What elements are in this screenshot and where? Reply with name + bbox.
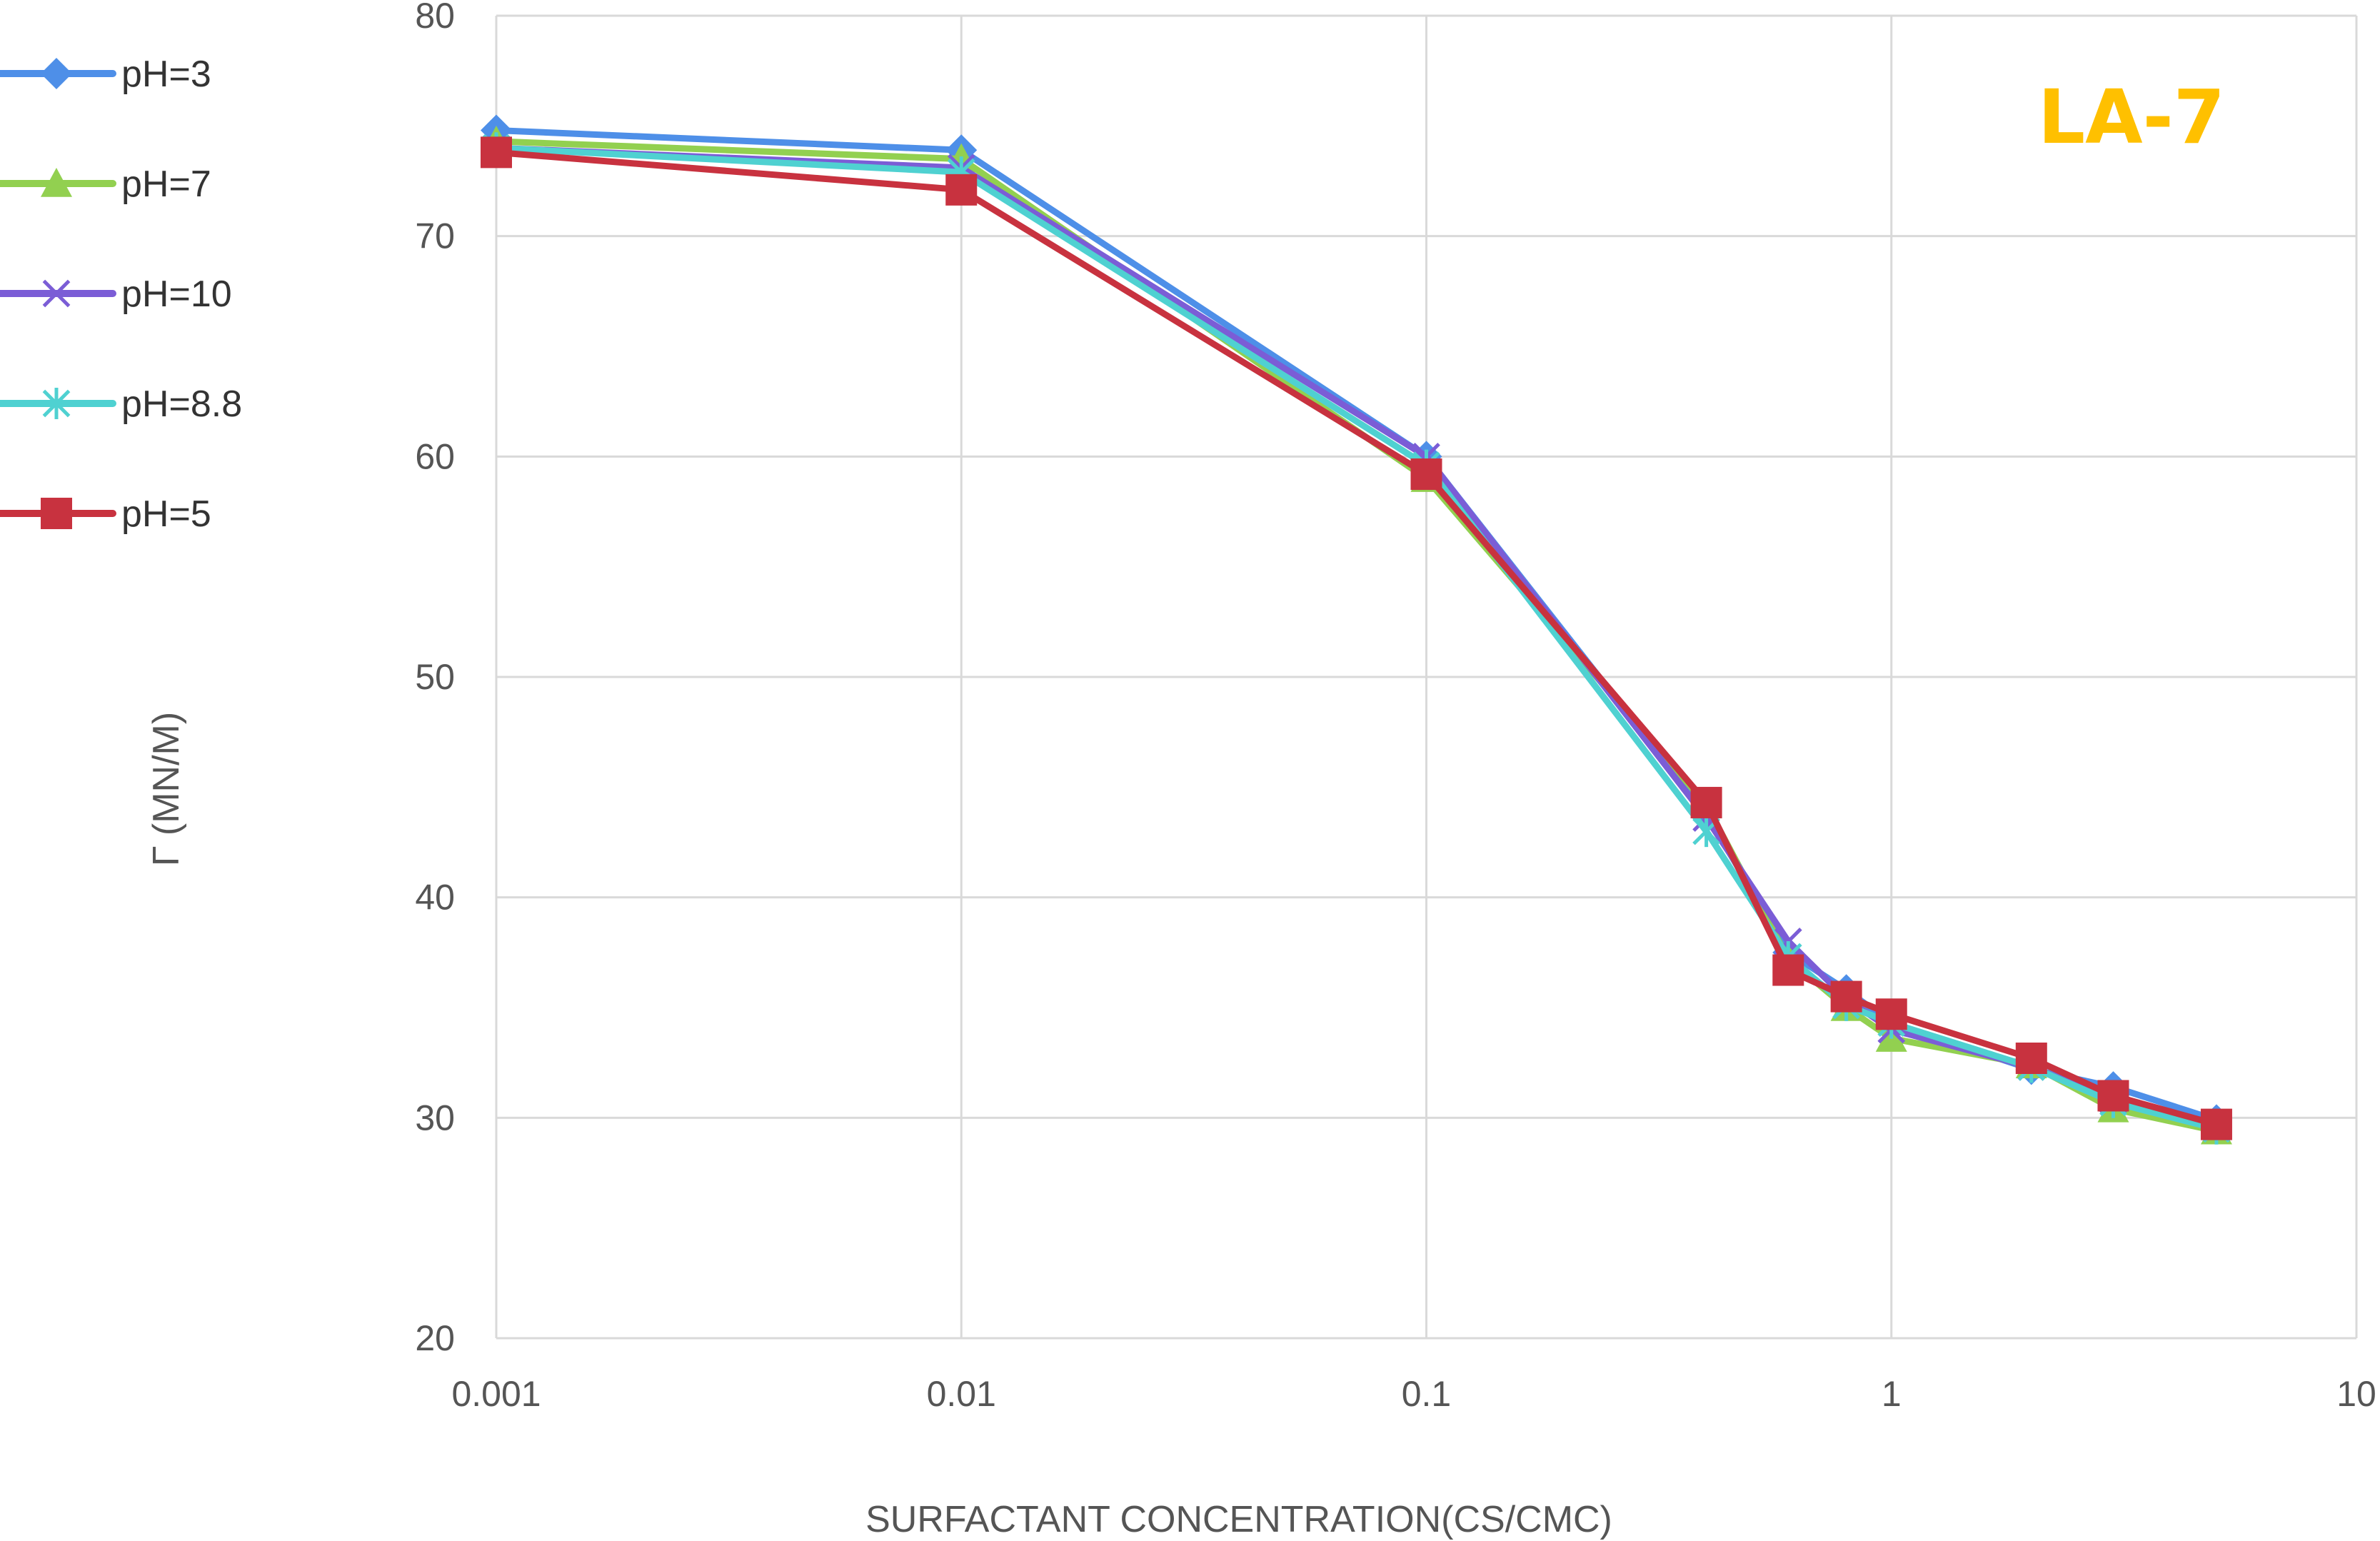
y-tick-label: 50 [415, 657, 455, 697]
y-tick-label: 30 [415, 1098, 455, 1138]
legend-label: pH=8.8 [121, 383, 242, 425]
series-ph-8-8 [482, 132, 2231, 1145]
series-ph-5 [481, 136, 2232, 1140]
data-point [41, 58, 72, 89]
data-point [1830, 980, 1862, 1013]
legend-item: pH=10 [0, 273, 232, 315]
x-tick-label: 0.01 [927, 1374, 996, 1414]
legend-item: pH=8.8 [0, 383, 242, 425]
y-axis-title: Γ (MN/M) [146, 712, 187, 866]
data-point [2015, 1042, 2047, 1074]
y-tick-label: 40 [415, 878, 455, 918]
data-point [2097, 1080, 2129, 1112]
data-point [945, 174, 978, 206]
legend-item: pH=5 [0, 493, 211, 535]
legend-label: pH=5 [121, 493, 211, 535]
y-tick-label: 80 [415, 0, 455, 36]
data-point [1690, 786, 1722, 818]
series-area [481, 114, 2232, 1145]
series-line [493, 149, 2220, 1128]
x-tick-label: 10 [2336, 1374, 2376, 1414]
y-tick-label: 60 [415, 436, 455, 476]
data-point [481, 136, 512, 169]
data-point [1875, 998, 1907, 1030]
y-tick-label: 20 [415, 1318, 455, 1358]
data-point [1772, 954, 1804, 986]
x-tick-label: 0.001 [451, 1374, 541, 1414]
series-ph-3 [481, 114, 2232, 1136]
legend-label: pH=7 [121, 164, 211, 205]
series-ph-7 [481, 125, 2232, 1145]
x-axis-title: SURFACTANT CONCENTRATION(CS/CMC) [865, 1499, 1612, 1540]
legend-label: pH=10 [121, 273, 232, 315]
data-point [42, 279, 71, 308]
data-point [42, 388, 71, 419]
legend-label: pH=3 [121, 54, 211, 95]
data-point [1410, 458, 1442, 491]
x-tick-label: 1 [1882, 1374, 1902, 1414]
data-point [41, 498, 72, 529]
series-line [493, 138, 2220, 1135]
data-point [2200, 1108, 2232, 1140]
grid [495, 14, 2358, 1340]
data-point [41, 168, 72, 197]
tick-labels: 20 30 40 50 60 70 80 0.001 0.01 0.1 1 10 [415, 0, 2376, 1414]
y-tick-label: 70 [415, 216, 455, 256]
chart-annotation: LA-7 [2038, 74, 2225, 161]
series-line [493, 144, 2220, 1133]
legend-item: pH=7 [0, 164, 211, 205]
series-ph-10 [482, 134, 2231, 1141]
series-line [493, 144, 2220, 1130]
legend-item: pH=3 [0, 54, 211, 95]
legend: pH=3 pH=7 pH=10 pH=8.8 pH=5 [0, 54, 242, 535]
x-tick-label: 0.1 [1402, 1374, 1452, 1414]
series-line [493, 127, 2220, 1123]
